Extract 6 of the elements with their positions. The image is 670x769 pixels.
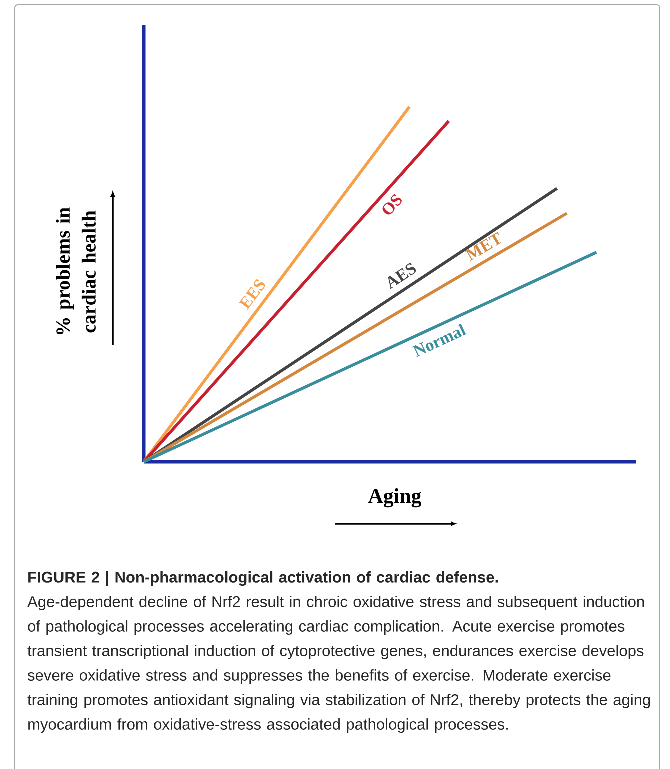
text: AES — [388, 263, 416, 290]
text: FIGURE 2 | Non-pharmacological activation of cardiac defense. — [28, 572, 498, 586]
text: Age-dependent decline of Nrf2 result in chroic oxidative stress and subsequent induction of pathological processes accelerating cardiac complication. Acute exercise promotes transient transcriptional induction of cytoprotective genes, endurances exercise develops severe oxidative stress and suppresses the benefits of exercise. Moderate exercise training promotes antioxidant signaling via stabilization of Nrf2, thereby protects the aging myocardium from oxidative-stress associated pathological processes. — [28, 596, 650, 734]
text: OS — [382, 194, 402, 215]
x-axis-title: Aging — [368, 488, 422, 508]
y-axis-title: % problems in cardiac health — [56, 208, 96, 335]
